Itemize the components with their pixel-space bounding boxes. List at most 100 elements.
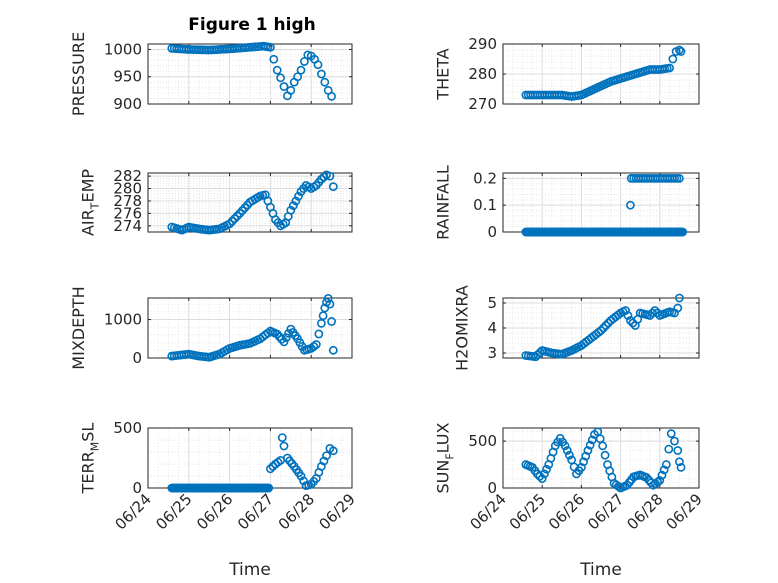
data-point [673, 446, 683, 455]
y-axis-label-part: F [444, 453, 457, 459]
data-point [587, 435, 597, 445]
series-markers [521, 173, 688, 237]
data-point [644, 475, 654, 485]
y-tick-label: 0 [132, 349, 142, 367]
y-tick-label: 1000 [104, 311, 142, 329]
data-point [296, 65, 306, 75]
data-point [623, 311, 633, 320]
y-axis-label: PRESSURE [69, 32, 88, 116]
x-tick-label: 06/25 [152, 490, 195, 533]
y-tick-label: 270 [468, 95, 497, 113]
data-point [328, 182, 338, 192]
data-point [291, 196, 301, 206]
data-point [318, 311, 328, 321]
data-point [279, 337, 289, 347]
data-point [659, 465, 669, 475]
data-point [327, 317, 336, 326]
data-point [603, 318, 613, 328]
y-tick-label: 0.1 [473, 196, 497, 214]
y-axis-label-part: H2OMIXRA [453, 285, 472, 371]
data-point [673, 303, 683, 313]
y-tick-label: 276 [113, 204, 142, 222]
subplot-pressure: 900 950 1000 PRESSURE [69, 32, 353, 116]
minor-grid [503, 172, 699, 233]
subplot-rainfall: 0 0.1 0.2 RAINFALL [434, 165, 700, 241]
y-tick-label: 0 [487, 479, 497, 497]
data-point [535, 471, 545, 481]
data-point [560, 441, 570, 451]
data-point [328, 446, 338, 456]
data-point [675, 45, 684, 55]
data-point [562, 446, 572, 455]
y-axis-label-part: M [89, 442, 102, 452]
data-point [539, 469, 549, 479]
y-axis-label-part: RAINFALL [434, 165, 453, 240]
axes-box [502, 427, 700, 489]
data-point [598, 441, 608, 451]
data-point [325, 299, 335, 309]
data-point [668, 54, 678, 64]
data-point [675, 293, 684, 303]
data-point [676, 462, 686, 472]
data-point [316, 318, 326, 328]
data-point [583, 446, 593, 455]
data-point [565, 450, 574, 460]
y-axis-label: TERRMSL [79, 423, 102, 495]
x-tick-label: 06/28 [275, 490, 318, 533]
data-point [585, 440, 595, 450]
data-point [294, 191, 303, 201]
y-tick-label: 0 [132, 479, 142, 497]
data-point [288, 201, 298, 211]
data-point [666, 429, 676, 439]
x-tick-label: 06/27 [234, 490, 277, 533]
x-tick-label: 06/27 [584, 490, 627, 533]
data-point [657, 470, 667, 480]
x-tick-label: 06/29 [663, 490, 706, 533]
data-point [642, 473, 652, 483]
y-tick-label: 0.2 [473, 169, 497, 187]
y-axis-label-part: PRESSURE [69, 32, 88, 116]
y-tick-label: 500 [113, 419, 142, 437]
data-point [675, 457, 684, 467]
y-axis-label: RAINFALL [434, 165, 453, 240]
y-axis-label-part: THETA [434, 48, 453, 100]
data-point [569, 462, 579, 472]
data-point [264, 483, 274, 493]
data-point [323, 293, 333, 303]
y-tick-label: 500 [468, 432, 497, 450]
data-point [665, 63, 674, 73]
axes-box [147, 172, 353, 233]
data-point [269, 54, 279, 64]
y-axis-label-part: LUX [434, 422, 453, 453]
data-point [320, 77, 330, 87]
x-tick-label: 06/29 [316, 490, 359, 533]
y-tick-label: 282 [113, 167, 142, 185]
data-point [678, 227, 688, 237]
y-tick-label: 278 [113, 192, 142, 210]
series-markers [167, 293, 338, 362]
data-point [286, 85, 296, 95]
data-point [225, 219, 234, 229]
subplot-h2omixra: 3 4 5 H2OMIXRA [453, 285, 700, 371]
series-markers [521, 427, 686, 493]
data-point [232, 211, 242, 221]
y-axis-label-part: TERR [79, 451, 98, 494]
y-axis-label-part: AIR [79, 209, 98, 236]
subplot-mixdepth: 0 1000 MIXDEPTH [69, 286, 353, 370]
data-point [542, 464, 551, 474]
y-axis-label-part: SL [79, 423, 98, 442]
data-point [670, 436, 679, 446]
data-point [599, 323, 608, 333]
x-tick-label: 06/26 [193, 490, 236, 533]
x-tick-label: 06/25 [506, 490, 549, 533]
y-tick-label: 5 [487, 294, 497, 312]
data-point [230, 214, 240, 224]
minor-grid [503, 428, 699, 489]
data-point [322, 451, 331, 460]
y-axis-label-part: T [89, 202, 102, 210]
data-point [655, 476, 665, 485]
y-axis-label: SUNFLUX [434, 422, 457, 493]
data-point [279, 441, 289, 451]
y-tick-label: 0 [487, 223, 497, 241]
series-markers [521, 293, 684, 362]
